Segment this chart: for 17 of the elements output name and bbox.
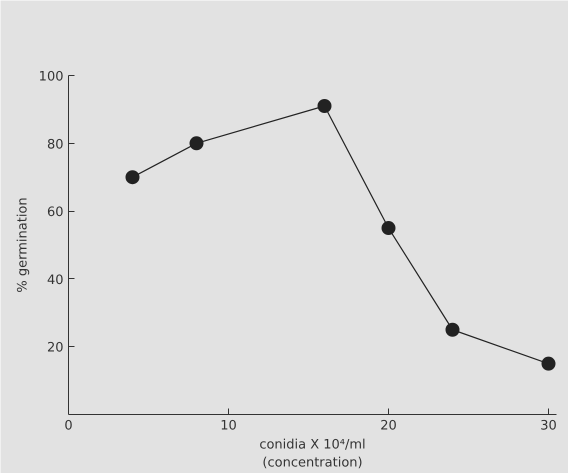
point xyxy=(126,170,140,184)
x-tick-label: 30 xyxy=(540,418,557,434)
point xyxy=(190,136,204,150)
y-tick-label: 80 xyxy=(46,137,64,152)
x-tick-label: 20 xyxy=(380,418,397,434)
y-tick-label: 60 xyxy=(46,205,64,220)
point xyxy=(382,221,396,236)
y-axis-title: % germination xyxy=(16,197,31,293)
y-tick-label: 20 xyxy=(46,340,64,356)
x-axis-title: conidia X 10⁴/ml (concentration) xyxy=(259,438,366,470)
point xyxy=(446,322,460,337)
x-tick-label: 10 xyxy=(220,418,237,434)
y-tick-label: 100 xyxy=(38,70,64,84)
y-tick-label: 40 xyxy=(46,272,64,288)
point xyxy=(318,99,332,113)
x-tick-label: 0 xyxy=(64,418,73,434)
point xyxy=(542,356,556,371)
